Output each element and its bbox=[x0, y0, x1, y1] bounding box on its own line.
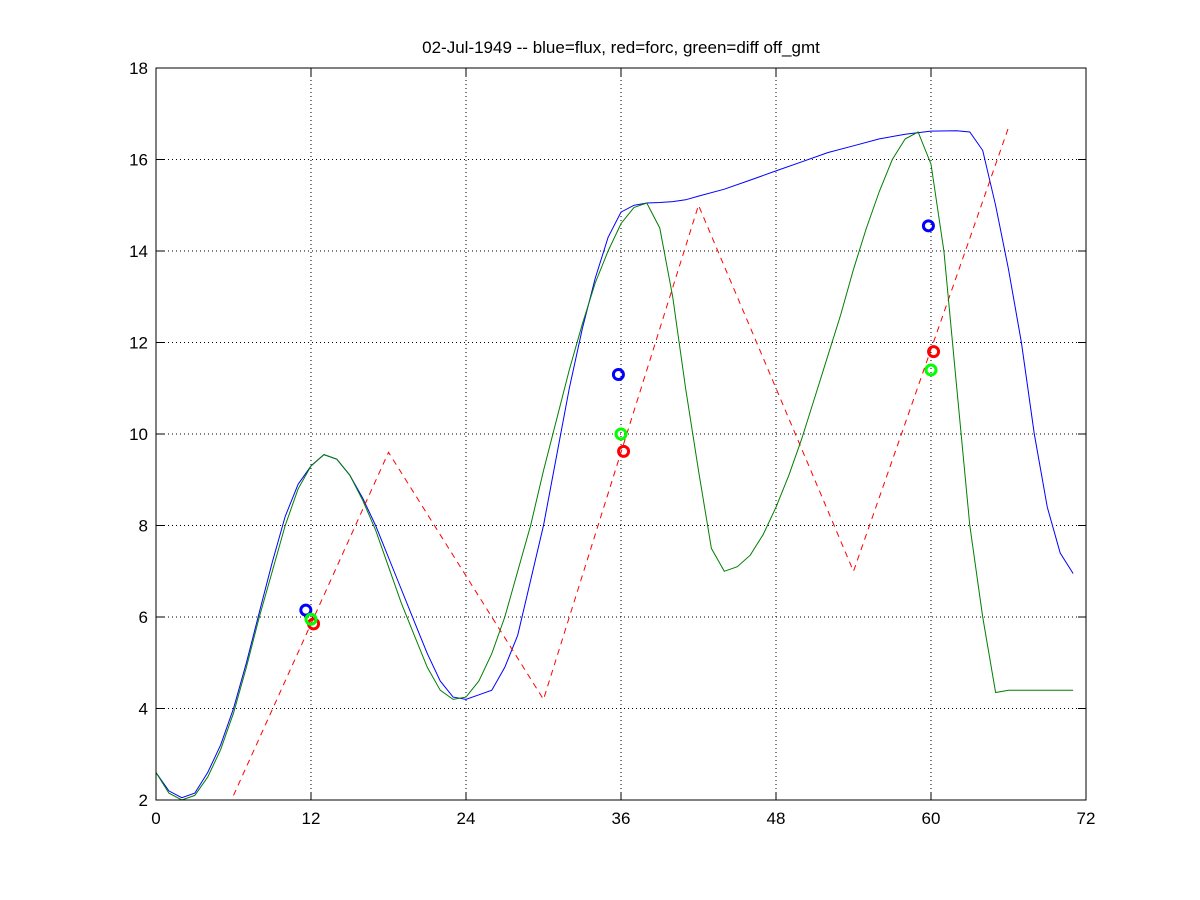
y-tick-label: 4 bbox=[139, 700, 148, 719]
y-tick-label: 18 bbox=[129, 59, 148, 78]
data-point-marker bbox=[304, 612, 318, 626]
x-tick-label: 60 bbox=[922, 809, 941, 828]
series-layer bbox=[155, 127, 1074, 801]
y-tick-label: 6 bbox=[139, 608, 148, 627]
x-tick-label: 48 bbox=[767, 809, 786, 828]
tick-marks bbox=[155, 67, 1087, 801]
data-point-marker bbox=[617, 444, 631, 458]
data-point-marker bbox=[614, 427, 628, 441]
data-point-marker bbox=[921, 219, 935, 233]
data-point-marker bbox=[611, 368, 625, 382]
grid-lines bbox=[156, 68, 1086, 800]
marker-layer bbox=[299, 219, 941, 631]
series-line bbox=[155, 130, 1074, 799]
y-tick-label: 8 bbox=[139, 517, 148, 536]
data-point-marker bbox=[299, 603, 313, 617]
series-line bbox=[233, 127, 1009, 796]
x-tick-label: 24 bbox=[457, 809, 476, 828]
y-tick-label: 2 bbox=[139, 791, 148, 810]
data-point-marker bbox=[924, 363, 938, 377]
x-tick-label: 72 bbox=[1077, 809, 1096, 828]
y-tick-label: 12 bbox=[129, 334, 148, 353]
x-tick-label: 36 bbox=[612, 809, 631, 828]
series-line bbox=[155, 131, 1074, 801]
x-tick-label: 0 bbox=[151, 809, 160, 828]
data-point-marker bbox=[927, 345, 941, 359]
x-tick-label: 12 bbox=[302, 809, 321, 828]
y-tick-label: 16 bbox=[129, 151, 148, 170]
y-tick-label: 14 bbox=[129, 242, 148, 261]
chart-title: 02-Jul-1949 -- blue=flux, red=forc, gree… bbox=[422, 38, 820, 57]
y-tick-label: 10 bbox=[129, 425, 148, 444]
